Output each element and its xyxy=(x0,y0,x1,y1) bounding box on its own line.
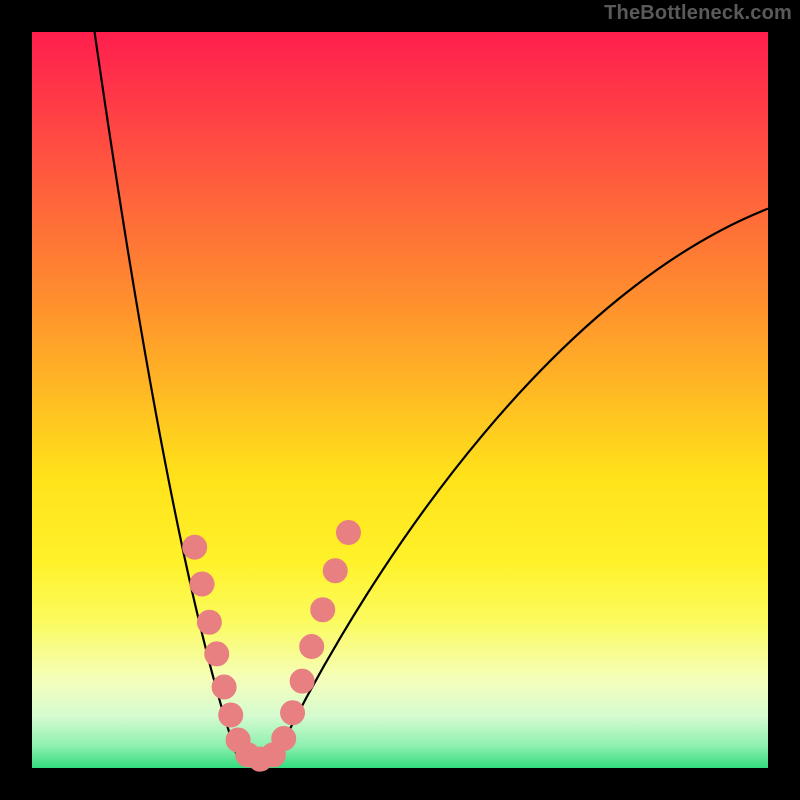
gradient-panel xyxy=(32,32,768,768)
chart-stage: TheBottleneck.com xyxy=(0,0,800,800)
credit-text: TheBottleneck.com xyxy=(604,2,792,25)
